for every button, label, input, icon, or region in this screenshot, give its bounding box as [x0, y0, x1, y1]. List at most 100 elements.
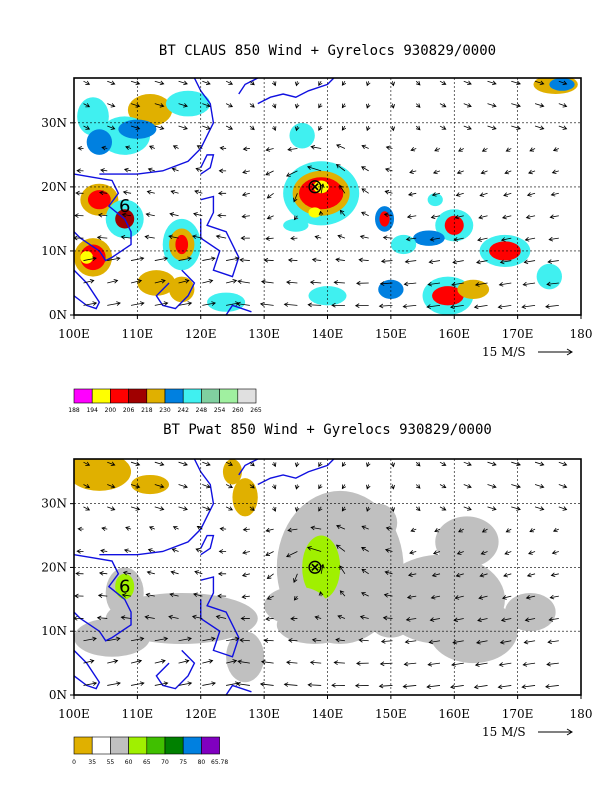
wind-vector: [497, 684, 512, 690]
wind-vector: [548, 236, 559, 242]
reference-vector-arrow: [538, 728, 573, 736]
wind-vector: [477, 617, 488, 623]
x-tick-label: 110E: [122, 327, 154, 341]
wind-vector: [107, 483, 116, 489]
wind-vector: [154, 681, 169, 686]
wind-vector: [154, 80, 165, 86]
wind-vectors: [74, 80, 568, 310]
wind-vector: [405, 617, 417, 622]
coastline: [74, 269, 101, 310]
wind-vector: [359, 615, 369, 620]
wind-vector: [107, 125, 116, 130]
wind-vector: [473, 684, 488, 690]
wind-vector: [293, 573, 298, 583]
wind-vector: [286, 551, 298, 558]
wind-vector: [178, 256, 192, 262]
wind-vector: [528, 169, 536, 175]
wind-vector: [333, 280, 345, 285]
colorbar-label: 188: [68, 407, 80, 414]
wind-vector: [547, 639, 559, 645]
wind-vector: [225, 80, 234, 85]
wind-vector: [546, 281, 559, 287]
wind-vector: [107, 80, 116, 86]
wind-vector: [361, 592, 369, 597]
wind-vector: [558, 506, 568, 511]
wind-vector: [320, 183, 325, 194]
wind-vector: [125, 526, 132, 531]
wind-vector: [552, 527, 559, 533]
colorbar-label: 230: [159, 407, 171, 414]
wind-vector: [478, 595, 488, 600]
wind-vector: [101, 526, 108, 532]
wind-vector: [144, 234, 155, 240]
wind-vector: [390, 506, 396, 513]
wind-vector: [403, 661, 417, 667]
wind-vector: [318, 461, 323, 467]
wind-vector: [521, 304, 536, 309]
wind-vector: [226, 659, 238, 664]
wind-vector: [463, 506, 472, 511]
wind-vector: [226, 256, 240, 262]
colorbar-label: 248: [196, 407, 208, 414]
wind-vector: [366, 484, 371, 490]
wind-vector: [172, 145, 179, 150]
wind-vector: [407, 191, 417, 197]
wind-vector: [361, 188, 369, 194]
chart-title: BT CLAUS 850 Wind + Gyrelocs 930829/0000: [159, 43, 496, 59]
wind-vector: [217, 190, 227, 196]
wind-vector: [439, 461, 447, 466]
wind-vector: [453, 617, 464, 623]
colorbar-label: 200: [105, 407, 117, 414]
wind-vector: [366, 103, 371, 109]
shaded-region: [313, 180, 329, 194]
wind-vector: [473, 304, 488, 310]
wind-vector: [202, 301, 216, 306]
wind-vector: [217, 213, 227, 218]
x-tick-label: 140E: [312, 327, 344, 341]
wind-vector: [318, 80, 323, 86]
wind-vector: [171, 167, 179, 172]
wind-vector: [286, 660, 298, 665]
shaded-region: [131, 474, 170, 495]
wind-vector: [428, 639, 441, 645]
wind-vector: [237, 659, 250, 665]
wind-vector: [130, 80, 141, 86]
wind-vector: [74, 213, 84, 218]
wind-vector: [361, 546, 369, 552]
y-tick-label: 30N: [41, 497, 67, 511]
y-tick-label: 0N: [49, 308, 67, 322]
shaded-region: [80, 250, 94, 264]
wind-vector: [154, 636, 169, 642]
shaded-region: [378, 279, 404, 299]
wind-vector: [361, 568, 369, 575]
x-tick-label: 120E: [185, 327, 217, 341]
wind-vector: [100, 548, 108, 554]
chart-panel-1: BT CLAUS 850 Wind + Gyrelocs 930829/0000…: [41, 43, 592, 414]
wind-vector: [434, 147, 441, 152]
wind-vector: [178, 636, 192, 642]
wind-vector: [384, 167, 393, 173]
wind-vector: [148, 526, 155, 531]
wind-vector: [487, 103, 497, 108]
coastline: [238, 78, 259, 95]
wind-vector: [307, 682, 322, 688]
wind-vector: [195, 548, 203, 553]
shaded-region: [489, 241, 521, 261]
colorbar-label: 35: [88, 759, 96, 766]
colorbar-swatch: [201, 736, 220, 755]
wind-vector: [427, 281, 441, 287]
wind-vector: [309, 660, 322, 665]
shaded-region: [390, 234, 417, 255]
chart-title: BT Pwat 850 Wind + Gyrelocs 930829/0000: [163, 422, 492, 438]
colorbar: 0 35 55 60 65 70 75 80 65.78: [72, 736, 228, 766]
wind-vector: [528, 550, 536, 555]
wind-vector: [523, 259, 536, 265]
colorbar-swatch: [219, 388, 239, 404]
shaded-region: [264, 586, 328, 625]
wind-vector: [505, 528, 512, 533]
wind-vector: [336, 524, 346, 530]
wind-vector: [558, 483, 568, 489]
colorbar-label: 80: [198, 759, 206, 766]
wind-vector: [431, 572, 441, 578]
